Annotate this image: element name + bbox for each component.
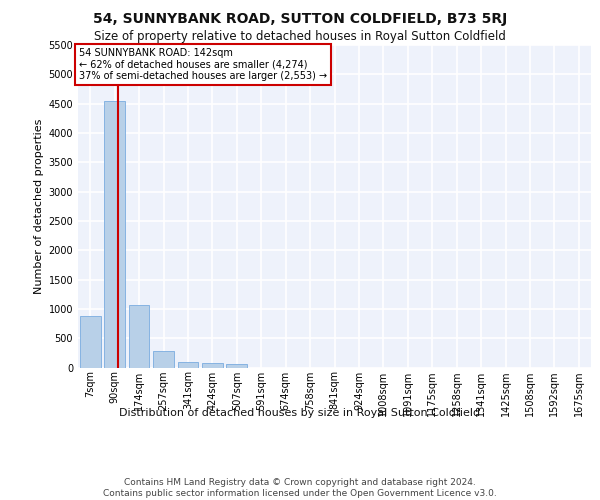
Text: Contains HM Land Registry data © Crown copyright and database right 2024.
Contai: Contains HM Land Registry data © Crown c… (103, 478, 497, 498)
Bar (104, 100, 125, 368)
Bar (128, 306, 149, 368)
Bar (80, 316, 101, 368)
Text: 54, SUNNYBANK ROAD, SUTTON COLDFIELD, B73 5RJ: 54, SUNNYBANK ROAD, SUTTON COLDFIELD, B7… (93, 12, 507, 26)
Y-axis label: Number of detached properties: Number of detached properties (34, 118, 44, 294)
Bar (153, 352, 174, 368)
Text: Size of property relative to detached houses in Royal Sutton Coldfield: Size of property relative to detached ho… (94, 30, 506, 43)
Bar (226, 364, 247, 368)
Text: Distribution of detached houses by size in Royal Sutton Coldfield: Distribution of detached houses by size … (119, 408, 481, 418)
Bar (202, 363, 223, 368)
Text: 54 SUNNYBANK ROAD: 142sqm
← 62% of detached houses are smaller (4,274)
37% of se: 54 SUNNYBANK ROAD: 142sqm ← 62% of detac… (79, 48, 328, 82)
Bar (178, 362, 199, 368)
